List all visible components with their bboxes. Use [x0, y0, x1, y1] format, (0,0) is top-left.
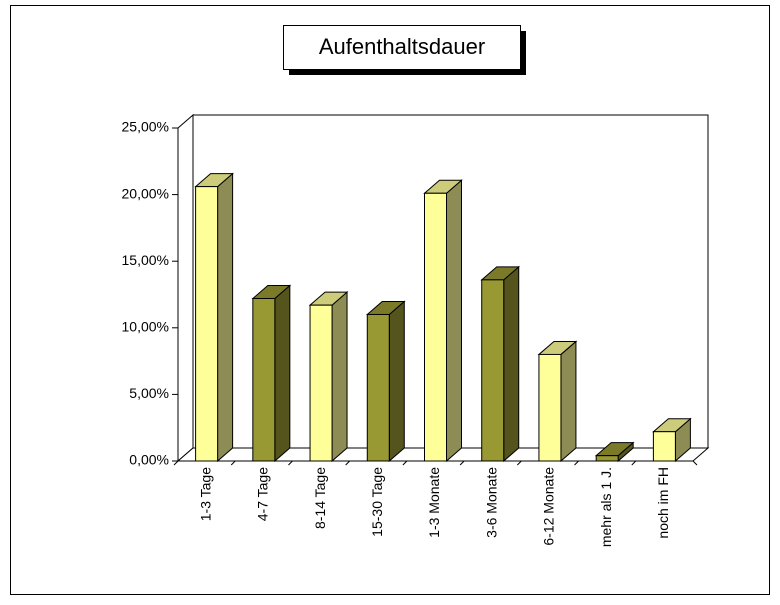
bar-side [503, 265, 520, 463]
bar-side [446, 179, 462, 463]
bar-front [538, 353, 562, 462]
x-tick [574, 460, 579, 466]
bar-front [424, 192, 447, 462]
bar [251, 284, 292, 463]
bar [480, 265, 521, 463]
bar-side [560, 340, 577, 463]
x-tick [631, 460, 637, 466]
x-tick-label: 1-3 Monate [426, 467, 442, 538]
y-tick-label: 10,00% [122, 319, 169, 335]
bar [652, 417, 692, 463]
x-tick [345, 460, 351, 466]
x-tick [516, 460, 522, 466]
x-tick-label: mehr als 1 J. [598, 467, 614, 547]
x-tick [230, 460, 236, 466]
x-tick [288, 460, 293, 466]
bar-front [252, 297, 276, 462]
x-tick-label: noch im FH [655, 467, 671, 539]
x-tick-label: 6-12 Monate [541, 467, 557, 546]
title-box [283, 25, 521, 70]
y-tick-label: 15,00% [122, 252, 169, 268]
x-tick [692, 460, 698, 466]
bar [365, 300, 406, 463]
y-tick-label: 0,00% [129, 452, 169, 468]
bar-front [652, 431, 676, 462]
bar [423, 179, 463, 463]
y-tick-label: 5,00% [129, 385, 169, 401]
bar-front [195, 186, 219, 462]
x-tick [173, 460, 179, 466]
x-tick-label: 15-30 Tage [369, 467, 385, 537]
x-tick [402, 460, 408, 466]
bar [537, 340, 578, 463]
x-tick-label: 8-14 Tage [312, 467, 328, 529]
y-tick-label: 20,00% [122, 185, 169, 201]
bar [194, 172, 234, 463]
bar-side [217, 172, 234, 463]
bar-side [331, 291, 348, 463]
bar-front [481, 279, 505, 462]
bar [594, 441, 635, 463]
bar-side [274, 284, 291, 463]
bar [308, 291, 349, 463]
bar-front [366, 313, 390, 462]
x-tick-label: 3-6 Monate [483, 467, 499, 538]
x-tick [459, 460, 465, 466]
y-tick-label: 25,00% [122, 119, 169, 135]
plot: 0,00% 5,00% 10,00% 15,00% 20,00% 25,00% 1-3 Ta… [122, 113, 710, 547]
bar-front [595, 455, 619, 462]
bar-front [309, 304, 333, 462]
chart-title: Aufenthaltsdauer [319, 34, 485, 59]
bar-side [388, 300, 405, 463]
side-wall [177, 113, 194, 463]
x-tick-label: 4-7 Tage [255, 467, 271, 521]
x-tick-label: 1-3 Tage [197, 467, 213, 521]
